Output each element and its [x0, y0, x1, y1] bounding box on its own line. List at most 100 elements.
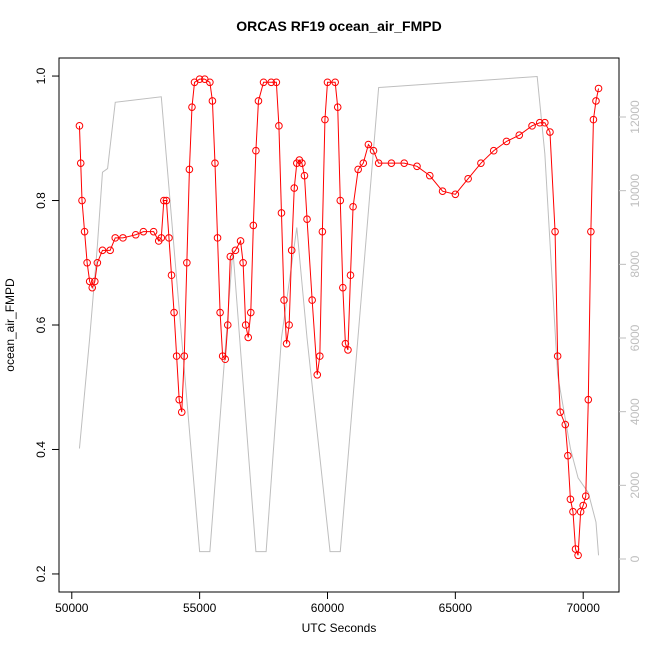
point — [252, 146, 260, 155]
point — [546, 128, 554, 136]
point — [259, 78, 268, 87]
point — [78, 196, 86, 205]
series-line — [78, 78, 600, 556]
point — [83, 258, 91, 267]
point — [119, 234, 127, 242]
point — [280, 296, 288, 304]
point — [587, 227, 595, 236]
point — [206, 78, 214, 87]
point — [208, 97, 217, 105]
point — [489, 146, 498, 155]
point — [231, 246, 240, 255]
x-tick-label: 65000 — [439, 601, 473, 615]
point — [267, 78, 276, 87]
point — [331, 78, 339, 87]
point — [165, 234, 173, 242]
point — [579, 501, 588, 510]
point — [364, 140, 373, 149]
y2-tick-label: 0 — [628, 555, 642, 562]
point — [111, 234, 120, 242]
point — [594, 84, 603, 93]
x-tick-label: 70000 — [567, 601, 601, 615]
point — [177, 408, 186, 416]
point — [571, 545, 580, 553]
point — [551, 227, 559, 236]
point — [592, 97, 600, 105]
point — [88, 283, 97, 292]
y-tick-label: 1.0 — [34, 67, 48, 84]
point — [339, 283, 347, 292]
point — [175, 395, 183, 404]
point — [290, 184, 299, 192]
point — [425, 171, 434, 180]
point — [195, 75, 204, 83]
point — [211, 159, 219, 167]
point — [216, 308, 224, 317]
x-axis-label: UTC Seconds — [302, 621, 377, 635]
point — [300, 171, 309, 180]
point — [323, 78, 332, 87]
y2-tick-label: 6000 — [628, 324, 642, 351]
point — [451, 190, 460, 199]
point — [336, 196, 345, 205]
point — [528, 122, 536, 130]
point — [213, 234, 222, 242]
point — [515, 131, 524, 139]
point — [223, 321, 232, 329]
point — [556, 408, 564, 416]
point — [287, 246, 296, 255]
point — [221, 355, 230, 364]
point — [236, 237, 245, 245]
point — [183, 258, 191, 267]
x-tick-label: 50000 — [55, 601, 89, 615]
point — [574, 551, 582, 560]
point — [131, 230, 140, 239]
x-tick-label: 55000 — [183, 601, 217, 615]
point — [316, 352, 324, 360]
point — [541, 118, 549, 127]
point — [139, 227, 148, 236]
point — [387, 159, 396, 167]
point — [318, 227, 327, 236]
point — [413, 162, 421, 171]
point — [346, 271, 355, 280]
point — [157, 234, 166, 242]
point — [226, 252, 235, 261]
y2-tick-label: 10000 — [628, 174, 642, 208]
point — [581, 492, 590, 500]
y2-tick-label: 4000 — [628, 398, 642, 425]
point — [333, 103, 342, 111]
point — [254, 97, 263, 105]
point — [576, 507, 585, 516]
point — [354, 165, 362, 174]
point — [188, 103, 196, 111]
point — [75, 122, 84, 130]
point — [180, 352, 189, 360]
y-tick-label: 0.4 — [34, 441, 48, 458]
point — [400, 159, 409, 167]
point — [185, 165, 194, 174]
point — [359, 159, 368, 167]
point — [149, 227, 158, 236]
point — [160, 196, 168, 205]
point — [464, 174, 472, 183]
point — [249, 221, 258, 230]
y-tick-label: 0.2 — [34, 565, 48, 582]
y2-tick-label: 12000 — [628, 100, 642, 134]
point — [564, 451, 572, 460]
y-tick-label: 0.6 — [34, 316, 48, 333]
point — [241, 321, 250, 329]
point — [321, 115, 329, 124]
point — [535, 118, 544, 127]
point — [561, 420, 570, 429]
point — [584, 395, 593, 404]
point — [438, 187, 447, 195]
point — [369, 146, 378, 155]
point — [90, 277, 99, 286]
point — [298, 159, 306, 167]
point — [569, 507, 577, 516]
point — [349, 202, 357, 211]
point — [85, 277, 94, 286]
point — [313, 370, 322, 379]
